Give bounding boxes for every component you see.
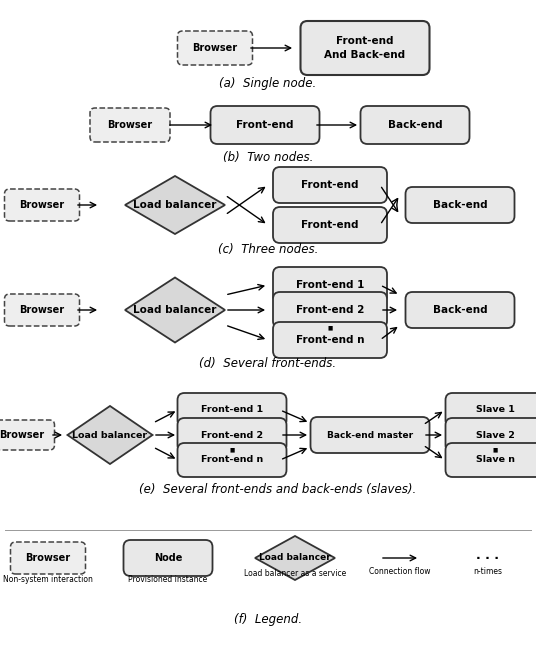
FancyBboxPatch shape xyxy=(273,292,387,328)
Text: (f)  Legend.: (f) Legend. xyxy=(234,614,302,626)
FancyBboxPatch shape xyxy=(445,443,536,477)
FancyBboxPatch shape xyxy=(211,106,319,144)
Text: n-times: n-times xyxy=(473,567,503,577)
Text: Browser: Browser xyxy=(19,200,64,210)
Text: Front-end: Front-end xyxy=(301,180,359,190)
Text: Front-end n: Front-end n xyxy=(296,335,364,345)
Text: Load balancer: Load balancer xyxy=(133,200,217,210)
FancyBboxPatch shape xyxy=(445,393,536,427)
Text: And Back-end: And Back-end xyxy=(324,50,406,60)
Polygon shape xyxy=(125,176,225,234)
Polygon shape xyxy=(255,536,335,580)
Text: ■: ■ xyxy=(327,325,333,330)
Text: ■: ■ xyxy=(229,447,235,452)
Text: (c)  Three nodes.: (c) Three nodes. xyxy=(218,244,318,257)
Text: (a)  Single node.: (a) Single node. xyxy=(219,76,317,89)
FancyBboxPatch shape xyxy=(406,187,515,223)
Text: Front-end: Front-end xyxy=(301,220,359,230)
Text: Back-end: Back-end xyxy=(433,200,487,210)
Text: Front-end: Front-end xyxy=(336,36,394,46)
FancyBboxPatch shape xyxy=(361,106,470,144)
Text: Load balancer: Load balancer xyxy=(259,554,331,562)
Text: Browser: Browser xyxy=(107,120,153,130)
Text: · · ·: · · · xyxy=(477,552,500,564)
FancyBboxPatch shape xyxy=(177,418,287,452)
Text: Back-end: Back-end xyxy=(433,305,487,315)
FancyBboxPatch shape xyxy=(0,420,55,450)
Text: Back-end master: Back-end master xyxy=(327,430,413,439)
Text: (b)  Two nodes.: (b) Two nodes. xyxy=(223,151,313,165)
Text: Slave 1: Slave 1 xyxy=(475,406,515,415)
FancyBboxPatch shape xyxy=(123,540,212,576)
Text: ■: ■ xyxy=(493,447,497,452)
FancyBboxPatch shape xyxy=(4,189,79,221)
FancyBboxPatch shape xyxy=(177,443,287,477)
Text: Browser: Browser xyxy=(192,43,237,53)
Text: (e)  Several front-ends and back-ends (slaves).: (e) Several front-ends and back-ends (sl… xyxy=(139,483,416,496)
Text: Front-end 2: Front-end 2 xyxy=(201,430,263,439)
Text: Node: Node xyxy=(154,553,182,563)
Text: Browser: Browser xyxy=(0,430,44,440)
FancyBboxPatch shape xyxy=(177,393,287,427)
FancyBboxPatch shape xyxy=(90,108,170,142)
Text: (d)  Several front-ends.: (d) Several front-ends. xyxy=(199,357,337,370)
FancyBboxPatch shape xyxy=(273,167,387,203)
FancyBboxPatch shape xyxy=(273,207,387,243)
Text: Front-end n: Front-end n xyxy=(201,456,263,464)
FancyBboxPatch shape xyxy=(273,322,387,358)
Text: Connection flow: Connection flow xyxy=(369,567,431,577)
Text: Slave 2: Slave 2 xyxy=(475,430,515,439)
FancyBboxPatch shape xyxy=(11,542,86,574)
Text: Load balancer as a service: Load balancer as a service xyxy=(244,569,346,579)
Text: Non-system interaction: Non-system interaction xyxy=(3,575,93,584)
Text: Back-end: Back-end xyxy=(388,120,442,130)
FancyBboxPatch shape xyxy=(301,21,429,75)
Text: Browser: Browser xyxy=(25,553,71,563)
FancyBboxPatch shape xyxy=(445,418,536,452)
Text: Provisioned instance: Provisioned instance xyxy=(129,575,207,584)
FancyBboxPatch shape xyxy=(177,31,252,65)
Text: Front-end 2: Front-end 2 xyxy=(296,305,364,315)
FancyBboxPatch shape xyxy=(310,417,429,453)
Text: Browser: Browser xyxy=(19,305,64,315)
Polygon shape xyxy=(68,406,153,464)
Text: Slave n: Slave n xyxy=(475,456,515,464)
Text: Front-end 1: Front-end 1 xyxy=(201,406,263,415)
FancyBboxPatch shape xyxy=(4,294,79,326)
Text: Front-end 1: Front-end 1 xyxy=(296,280,364,290)
FancyBboxPatch shape xyxy=(406,292,515,328)
Text: Front-end: Front-end xyxy=(236,120,294,130)
FancyBboxPatch shape xyxy=(273,267,387,303)
Polygon shape xyxy=(125,278,225,343)
Text: Load balancer: Load balancer xyxy=(133,305,217,315)
Text: Load balancer: Load balancer xyxy=(72,430,147,439)
